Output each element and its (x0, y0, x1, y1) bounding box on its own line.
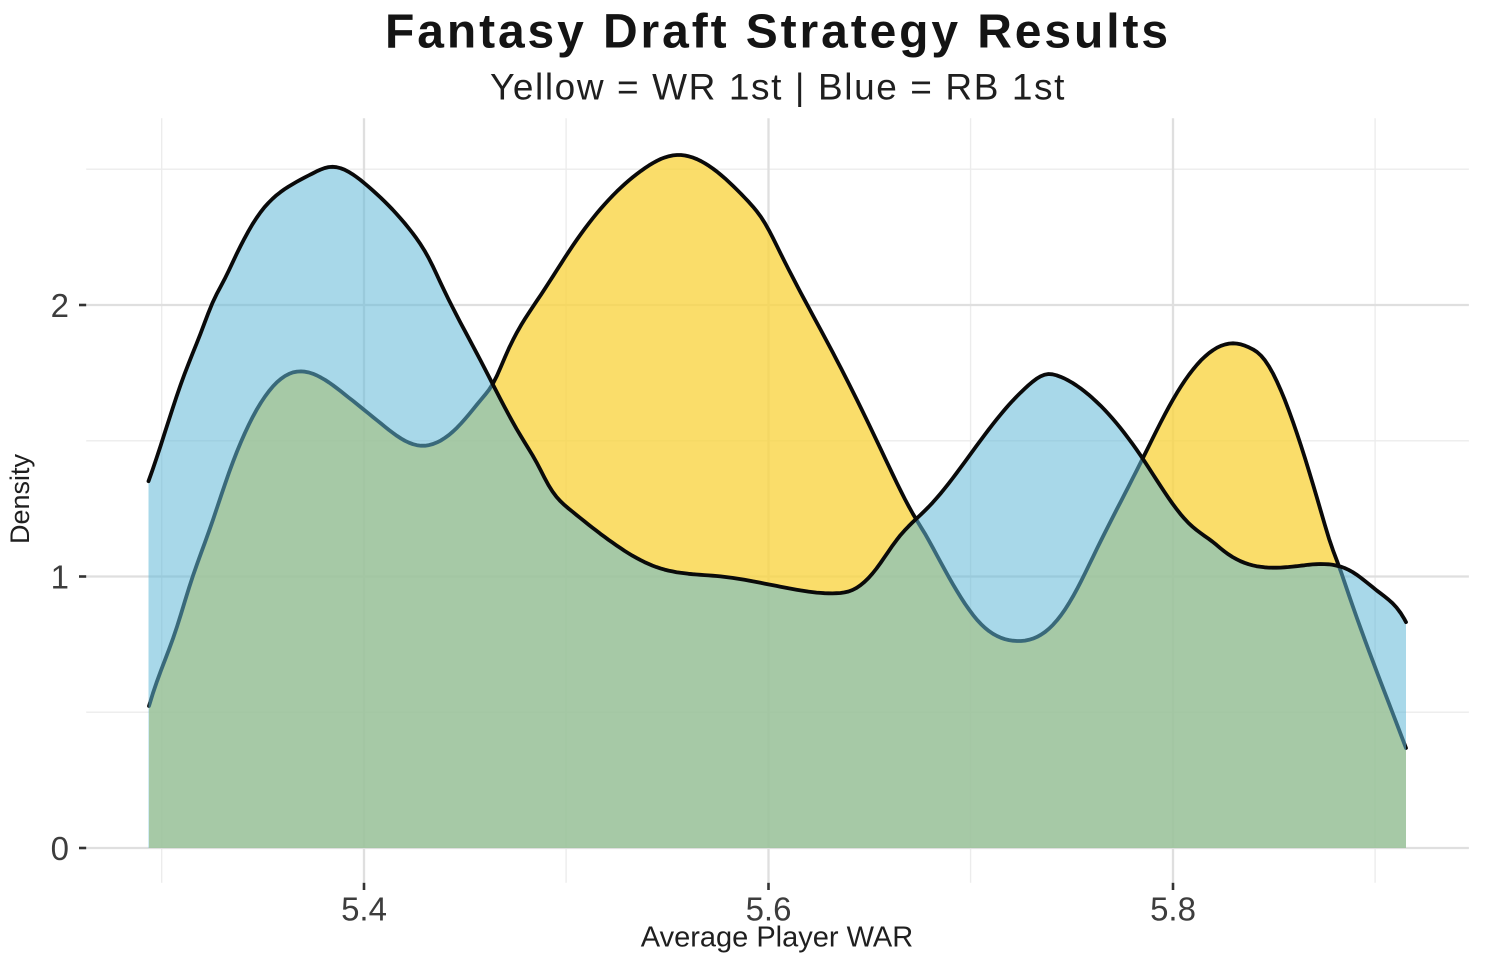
svg-text:0: 0 (51, 830, 69, 867)
svg-text:2: 2 (51, 287, 69, 324)
svg-text:Density: Density (5, 453, 35, 544)
svg-text:Fantasy Draft Strategy Results: Fantasy Draft Strategy Results (385, 6, 1171, 59)
svg-text:5.6: 5.6 (746, 891, 792, 928)
svg-text:1: 1 (51, 559, 69, 596)
svg-text:Yellow = WR 1st | Blue = RB 1s: Yellow = WR 1st | Blue = RB 1st (490, 67, 1066, 108)
svg-text:Average Player WAR: Average Player WAR (641, 922, 913, 954)
svg-text:5.4: 5.4 (341, 891, 387, 928)
svg-text:5.8: 5.8 (1150, 891, 1196, 928)
